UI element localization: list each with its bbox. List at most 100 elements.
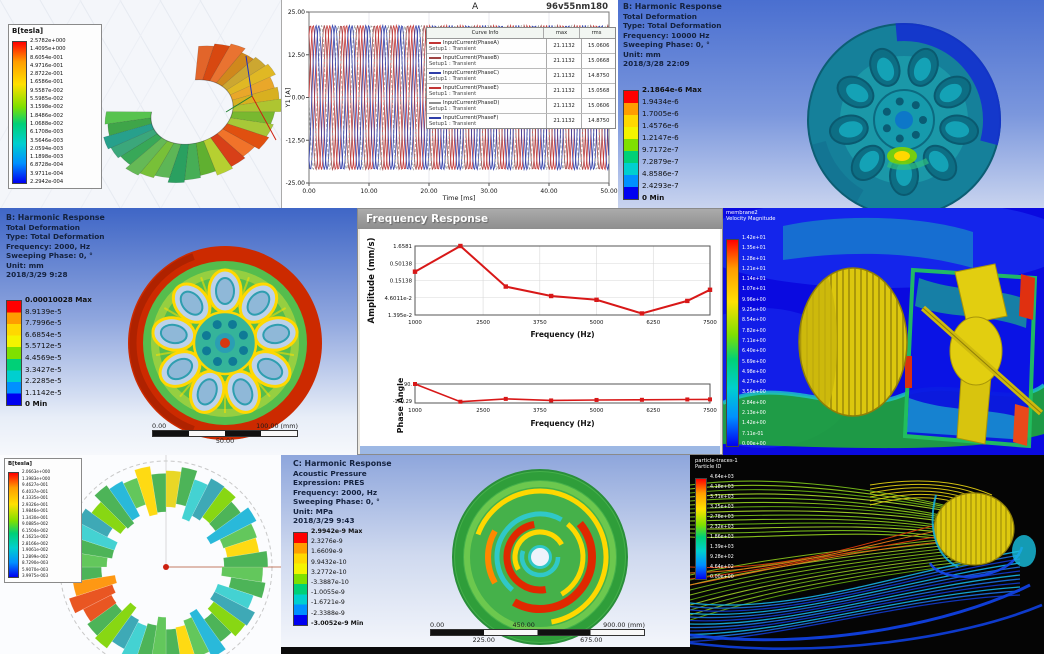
viewport-maxwell-ring[interactable] — [0, 455, 281, 654]
svg-text:Frequency (Hz): Frequency (Hz) — [530, 419, 594, 428]
viewport-frequency-response-charts[interactable]: 1.65810.501380.151384.6011e-21.395e-2100… — [360, 229, 722, 446]
window-body: 1.6581 0.50138 0.15138 4.6011e-2 1.395e-2 100… — [360, 229, 720, 454]
colorbar-value: 2.78e+03 — [710, 515, 734, 520]
colorbar-value: 1.35e+01 — [742, 246, 766, 252]
colorbar-value: 1.8486e-002 — [30, 112, 64, 119]
plot-subtitle: 96v55nm180 — [546, 2, 608, 12]
colorbar-values: 2.9942e-9 Max 2.3276e-9 1.6609e-9 9.9432e-1… — [311, 527, 363, 629]
viewport-wheel-10000hz[interactable] — [618, 0, 1044, 208]
window-titlebar[interactable]: Frequency Response — [358, 209, 722, 229]
svg-text:0.00: 0.00 — [292, 95, 306, 102]
colorbar-value: 2.3276e-9 — [311, 538, 343, 546]
colorbar-value: 5.5712e-5 — [25, 341, 62, 351]
colorbar-value: 1.21e+01 — [742, 266, 766, 272]
svg-text:1.6581: 1.6581 — [393, 244, 412, 250]
colorbar-value: 2.2942e-004 — [30, 179, 64, 186]
window-frequency-response: Frequency Response 1.6581 0.50138 0.15138 4… — [357, 208, 723, 455]
colorbar-value: 2.0594e-003 — [30, 145, 64, 152]
colorbar-value: 1.9846e-001 — [22, 508, 49, 513]
viewport-velocity-contour[interactable] — [723, 208, 1044, 455]
text-line: Frequency: 10000 Hz — [623, 30, 710, 40]
svg-text:90.: 90. — [404, 382, 412, 388]
result-info-block: B: Harmonic Response Total Deformation Typ… — [623, 2, 722, 69]
colorbar-deformation-2000hz: 0.00010028 Max 8.9139e-5 7.7996e-5 6.6854e-… — [6, 294, 92, 410]
panel-acoustic-pressure: C: Harmonic Response Acoustic Pressure Exp… — [281, 455, 690, 654]
legend-row: InputCurrent(PhaseB) Setup1 : Transient 21… — [427, 54, 615, 69]
plot-title: A — [472, 2, 479, 12]
legend-header: rms — [579, 28, 613, 38]
colorbar-value: 1.39e+03 — [710, 545, 734, 550]
colorbar-value: 0 Min — [642, 193, 665, 202]
svg-text:0.15138: 0.15138 — [390, 279, 413, 285]
colorbar-value: 8.9139e-5 — [25, 306, 62, 316]
svg-text:-12.50: -12.50 — [286, 137, 306, 144]
colorbar-gradient — [12, 41, 27, 185]
text-line: Unit: mm — [6, 260, 44, 270]
text-line: B: Harmonic Response — [623, 2, 722, 11]
colorbar-value: 5.9070e-003 — [22, 566, 49, 572]
curve-color-swatch — [429, 101, 441, 104]
text-line: 2018/3/28 22:09 — [623, 59, 690, 68]
colorbar-value: 7.2879e-7 — [642, 157, 679, 166]
svg-text:40.00: 40.00 — [540, 188, 557, 195]
ruler-label-mid: 50.00 — [215, 437, 235, 445]
ruler-label-q3: 675.00 — [580, 636, 603, 644]
colorbar-value: -3.3887e-10 — [311, 579, 349, 587]
svg-text:1000: 1000 — [408, 408, 422, 414]
colorbar-values: 2.1864e-6 Max 1.9434e-6 1.7005e-6 1.4576e-6… — [642, 84, 702, 204]
result-info-block: C: Harmonic Response Acoustic Pressure Exp… — [293, 459, 392, 526]
svg-text:30.00: 30.00 — [480, 188, 497, 195]
contour-title: membrane2 Velocity Magnitude — [726, 210, 775, 223]
colorbar-value: 4.1621e-002 — [22, 534, 49, 539]
text-line: Frequency: 2000, Hz — [6, 241, 91, 251]
viewport-wheel-2000hz[interactable] — [0, 208, 357, 455]
text-line: Velocity Magnitude — [726, 216, 776, 223]
ruler-bar — [430, 629, 645, 636]
viewport-particle-tracks[interactable] — [690, 455, 1044, 654]
colorbar-value: 3.9975e-003 — [22, 573, 49, 578]
colorbar-value: 2.8166e-002 — [22, 540, 49, 546]
colorbar-value: 6.1504e-002 — [22, 527, 49, 533]
colorbar-value: 0.00010028 Max — [25, 295, 92, 304]
colorbar-value: 4.8586e-7 — [642, 169, 679, 178]
colorbar-value: 1.7005e-6 — [642, 109, 679, 118]
colorbar-value: 9.5587e-002 — [30, 87, 64, 94]
colorbar-gradient — [695, 478, 707, 580]
colorbar-value: 3.25e+03 — [710, 505, 734, 510]
colorbar-value: 4.64e+02 — [710, 565, 734, 570]
colorbar-gradient — [623, 90, 639, 200]
colorbar-value: 2.2285e-5 — [25, 376, 62, 386]
viewport-acoustic-disc[interactable] — [281, 455, 690, 654]
colorbar-gradient — [8, 472, 19, 579]
colorbar-value: 8.7290e-003 — [22, 560, 49, 565]
colorbar-value: 3.2772e-10 — [311, 568, 347, 576]
colorbar-value: 4.4569e-5 — [25, 352, 62, 362]
text-line: 2018/3/29 9:43 — [293, 516, 355, 525]
colorbar-value: 2.5782e+000 — [30, 38, 66, 44]
svg-text:3750: 3750 — [533, 320, 547, 326]
colorbar-value: 6.8728e-004 — [30, 162, 64, 169]
svg-text:4.6011e-2: 4.6011e-2 — [384, 296, 412, 302]
colorbar-value: 3.56e+00 — [742, 390, 766, 396]
colorbar-value: 7.82e+00 — [742, 328, 766, 334]
svg-text:2500: 2500 — [476, 320, 490, 326]
svg-text:Phase Angle: Phase Angle — [396, 377, 405, 433]
text-line: Type: Total Deformation — [6, 232, 105, 241]
colorbar-value: -2.3388e-9 — [311, 609, 345, 617]
legend-row: InputCurrent(PhaseD) Setup1 : Transient 21… — [427, 99, 615, 114]
ruler-label-max: 900.00 (mm) — [603, 621, 645, 629]
colorbar-value: 4.64e+03 — [710, 475, 734, 480]
text-line: Type: Total Deformation — [623, 21, 722, 30]
colorbar-value: 0 Min — [25, 399, 48, 409]
colorbar-value: 7.11e+00 — [742, 338, 766, 344]
colorbar-value: 2.32e+03 — [710, 525, 734, 530]
colorbar-value: 0.00e+00 — [710, 575, 734, 580]
colorbar-value: 1.42e+00 — [742, 421, 766, 427]
ruler-label-q1: 225.00 — [472, 636, 495, 644]
colorbar-value: 2.9326e-001 — [22, 501, 49, 507]
text-line: B: Harmonic Response — [6, 213, 105, 222]
colorbar-value: 4.27e+00 — [742, 380, 766, 386]
svg-text:12.50: 12.50 — [288, 52, 305, 59]
colorbar-value: 2.1864e-6 Max — [642, 85, 702, 94]
